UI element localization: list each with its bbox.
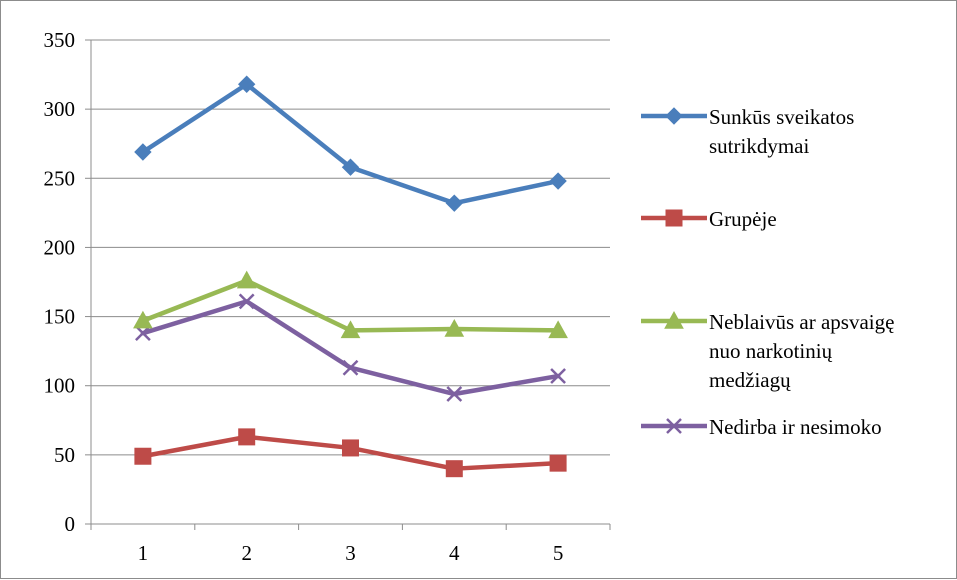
data-point bbox=[446, 386, 463, 402]
y-tick-label: 200 bbox=[44, 235, 76, 259]
legend-label: Sunkūs sveikatos bbox=[709, 105, 854, 129]
legend-label: medžiagų bbox=[709, 368, 791, 392]
legend-marker bbox=[665, 209, 683, 227]
legend: Sunkūs sveikatos sutrikdymai Grupėje Neblai… bbox=[641, 105, 894, 439]
x-marker-stroke bbox=[342, 359, 359, 376]
x-marker-stroke bbox=[135, 325, 151, 342]
legend-item-1: Sunkūs sveikatos sutrikdymai bbox=[641, 105, 854, 158]
series-3 bbox=[133, 270, 568, 339]
gridlines bbox=[91, 39, 610, 456]
y-tick-label: 250 bbox=[44, 166, 76, 190]
data-point bbox=[548, 320, 568, 339]
data-point bbox=[133, 310, 153, 329]
data-point bbox=[237, 75, 256, 93]
x-marker-stroke bbox=[550, 368, 566, 384]
data-point bbox=[550, 368, 566, 384]
legend-label: Neblaivūs ar apsvaigę bbox=[709, 310, 894, 334]
data-point bbox=[134, 447, 152, 465]
legend-label: Grupėje bbox=[709, 207, 777, 231]
data-point bbox=[549, 172, 567, 190]
y-tick-label: 0 bbox=[65, 512, 76, 536]
data-point bbox=[341, 158, 360, 176]
series-4 bbox=[135, 293, 566, 402]
x-tick-label: 3 bbox=[345, 541, 356, 565]
data-point bbox=[340, 320, 361, 339]
x-tick-label: 4 bbox=[449, 541, 460, 565]
legend-label: sutrikdymai bbox=[709, 134, 809, 158]
legend-label: Nedirba ir nesimoko bbox=[709, 415, 882, 439]
data-point bbox=[445, 460, 463, 478]
legend-item-4: Nedirba ir nesimoko bbox=[641, 415, 882, 439]
legend-item-3: Neblaivūs ar apsvaigę nuo narkotinių medži… bbox=[641, 310, 894, 392]
data-point bbox=[549, 454, 567, 472]
x-marker-stroke bbox=[238, 293, 255, 310]
series-line bbox=[140, 299, 561, 397]
x-marker-stroke bbox=[446, 386, 463, 402]
series-line bbox=[140, 82, 561, 206]
series-2 bbox=[134, 428, 567, 478]
legend-marker bbox=[664, 310, 684, 329]
x-tick-label: 5 bbox=[553, 541, 564, 565]
data-point bbox=[445, 194, 464, 212]
y-tick-label: 100 bbox=[44, 374, 76, 398]
y-tick-label: 350 bbox=[44, 28, 76, 52]
legend-label: nuo narkotinių bbox=[709, 339, 833, 363]
data-point bbox=[238, 428, 256, 446]
series-1 bbox=[134, 75, 567, 212]
x-tick-label: 2 bbox=[241, 541, 252, 565]
data-point bbox=[444, 318, 465, 337]
y-tick-label: 50 bbox=[54, 443, 75, 467]
data-point bbox=[342, 359, 359, 376]
legend-marker bbox=[666, 418, 682, 434]
y-tick-label: 300 bbox=[44, 97, 76, 121]
y-tick-label: 150 bbox=[44, 305, 76, 329]
x-axis: 1 2 3 4 5 bbox=[90, 523, 611, 565]
legend-item-2: Grupėje bbox=[641, 207, 777, 231]
data-point bbox=[238, 293, 255, 310]
y-axis: 0 50 100 150 200 250 300 350 bbox=[44, 28, 92, 536]
data-point bbox=[134, 143, 152, 161]
data-point bbox=[236, 270, 257, 289]
data-point bbox=[342, 439, 359, 457]
data-point bbox=[135, 325, 151, 342]
x-tick-label: 1 bbox=[138, 541, 149, 565]
legend-marker bbox=[665, 107, 683, 125]
x-marker-stroke bbox=[666, 418, 682, 434]
